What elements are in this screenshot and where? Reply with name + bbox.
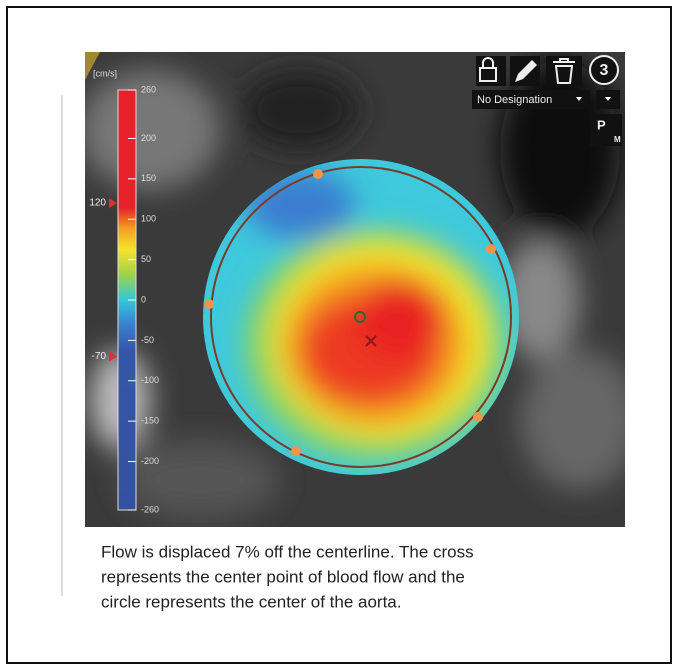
colorbar-tick-label: -260	[141, 504, 159, 514]
colorbar-tick-label: -100	[141, 375, 159, 385]
range-marker-label: -70	[92, 351, 107, 362]
caption-line: Flow is displaced 7% off the centerline.…	[101, 542, 474, 561]
range-marker-label: 120	[89, 198, 106, 209]
plane-label[interactable]: P	[597, 117, 606, 132]
flow-image	[80, 52, 640, 527]
colorbar-tick-label: -200	[141, 456, 159, 466]
colorbar-tick-label: 100	[141, 214, 156, 224]
colorbar-tick-label: 260	[141, 84, 156, 94]
unit-label: [cm/s]	[93, 68, 117, 78]
colorbar-tick-label: -150	[141, 416, 159, 426]
colorbar-tick-label: 50	[141, 254, 151, 264]
designation-dropdown[interactable]: No Designation	[477, 94, 552, 106]
colorbar-tick-label: -50	[141, 335, 154, 345]
figure: [cm/s] 3 No Designation P M Flow is disp…	[0, 0, 680, 672]
colorbar-tick-label: 0	[141, 294, 146, 304]
plane-sub: M	[614, 135, 621, 144]
colorbar-tick-label: 150	[141, 173, 156, 183]
caption-line: circle represents the center of the aort…	[101, 592, 402, 611]
caption-line: represents the center point of blood flo…	[101, 567, 465, 586]
badge: 3	[600, 62, 609, 79]
caption: Flow is displaced 7% off the centerline.…	[101, 542, 474, 611]
colorbar-tick-label: 200	[141, 133, 156, 143]
